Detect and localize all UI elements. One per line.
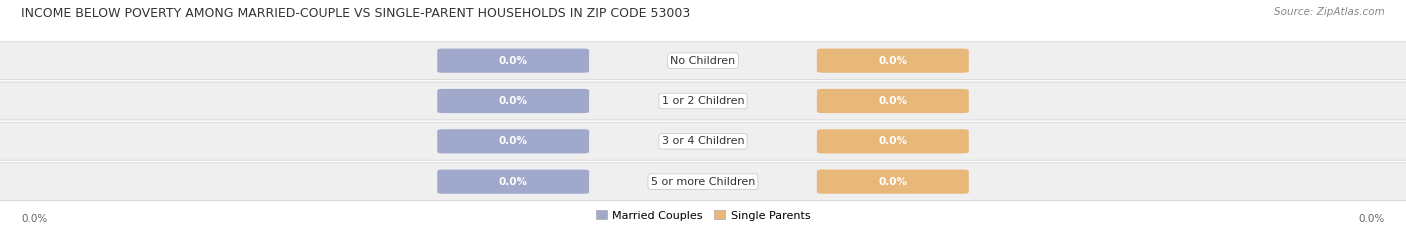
FancyBboxPatch shape [0,163,1406,201]
Text: 0.0%: 0.0% [1358,214,1385,224]
FancyBboxPatch shape [437,129,589,153]
FancyBboxPatch shape [817,129,969,153]
FancyBboxPatch shape [0,122,1406,160]
FancyBboxPatch shape [0,42,1406,80]
Text: 1 or 2 Children: 1 or 2 Children [662,96,744,106]
Text: No Children: No Children [671,56,735,66]
Text: 3 or 4 Children: 3 or 4 Children [662,136,744,146]
Text: 0.0%: 0.0% [21,214,48,224]
FancyBboxPatch shape [817,48,969,73]
Text: 0.0%: 0.0% [499,177,527,187]
Legend: Married Couples, Single Parents: Married Couples, Single Parents [592,206,814,225]
Text: 0.0%: 0.0% [499,96,527,106]
Text: 0.0%: 0.0% [879,177,907,187]
FancyBboxPatch shape [817,170,969,194]
FancyBboxPatch shape [437,48,589,73]
FancyBboxPatch shape [817,89,969,113]
Text: 0.0%: 0.0% [499,56,527,66]
FancyBboxPatch shape [437,89,589,113]
Text: 0.0%: 0.0% [879,56,907,66]
FancyBboxPatch shape [0,82,1406,120]
Text: Source: ZipAtlas.com: Source: ZipAtlas.com [1274,7,1385,17]
Text: INCOME BELOW POVERTY AMONG MARRIED-COUPLE VS SINGLE-PARENT HOUSEHOLDS IN ZIP COD: INCOME BELOW POVERTY AMONG MARRIED-COUPL… [21,7,690,20]
Text: 0.0%: 0.0% [879,96,907,106]
Text: 0.0%: 0.0% [499,136,527,146]
Text: 0.0%: 0.0% [879,136,907,146]
FancyBboxPatch shape [437,170,589,194]
Text: 5 or more Children: 5 or more Children [651,177,755,187]
